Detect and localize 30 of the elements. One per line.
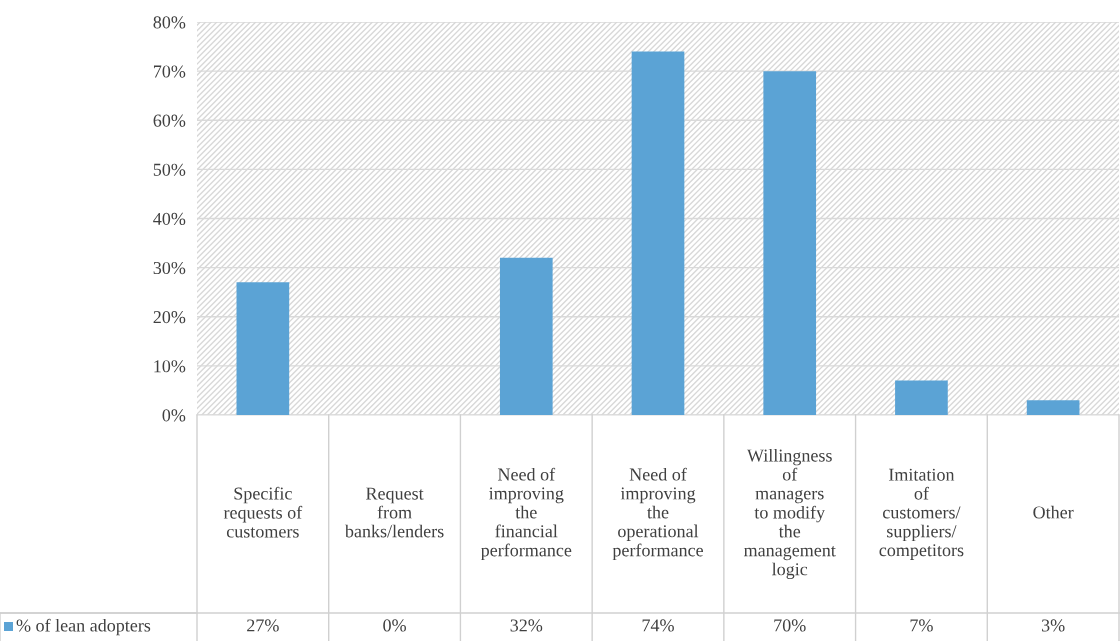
- data-label: 70%: [774, 619, 806, 632]
- legend-label: % of lean adopters: [16, 618, 151, 636]
- bar: [1026, 400, 1080, 415]
- y-tick-label: 60%: [153, 114, 186, 127]
- bar: [499, 257, 553, 415]
- x-tick-label: Willingness of managers to modify the management logic: [743, 448, 836, 580]
- x-tick-label: Need of improving the financial performance: [480, 467, 572, 561]
- bar: [895, 380, 948, 415]
- data-label: 74%: [642, 619, 674, 632]
- y-tick-label: 20%: [153, 311, 186, 324]
- bar: [236, 282, 290, 415]
- bar: [763, 71, 817, 415]
- y-tick-label: 40%: [153, 212, 186, 225]
- bar: [631, 51, 685, 415]
- x-tick-label: Specific requests of customers: [223, 486, 303, 538]
- x-tick-label: Other: [1033, 505, 1074, 519]
- data-label: 3%: [1041, 619, 1065, 632]
- x-tick-label: Request from banks/lenders: [344, 487, 444, 538]
- y-tick-label: 10%: [154, 360, 186, 373]
- x-tick-label: Imitation of customers/ suppliers/ competitors: [879, 468, 964, 560]
- data-label: 7%: [910, 619, 933, 632]
- y-tick-label: 70%: [153, 65, 186, 78]
- data-label: 0%: [383, 619, 406, 632]
- y-tick-label: 50%: [153, 163, 186, 176]
- y-tick-label: 80%: [153, 16, 186, 29]
- data-label: 27%: [247, 619, 279, 632]
- y-tick-label: 0%: [162, 409, 186, 422]
- x-tick-label: Need of improving the operational performance: [612, 467, 703, 561]
- data-label: 32%: [510, 619, 543, 632]
- y-tick-label: 30%: [153, 261, 186, 275]
